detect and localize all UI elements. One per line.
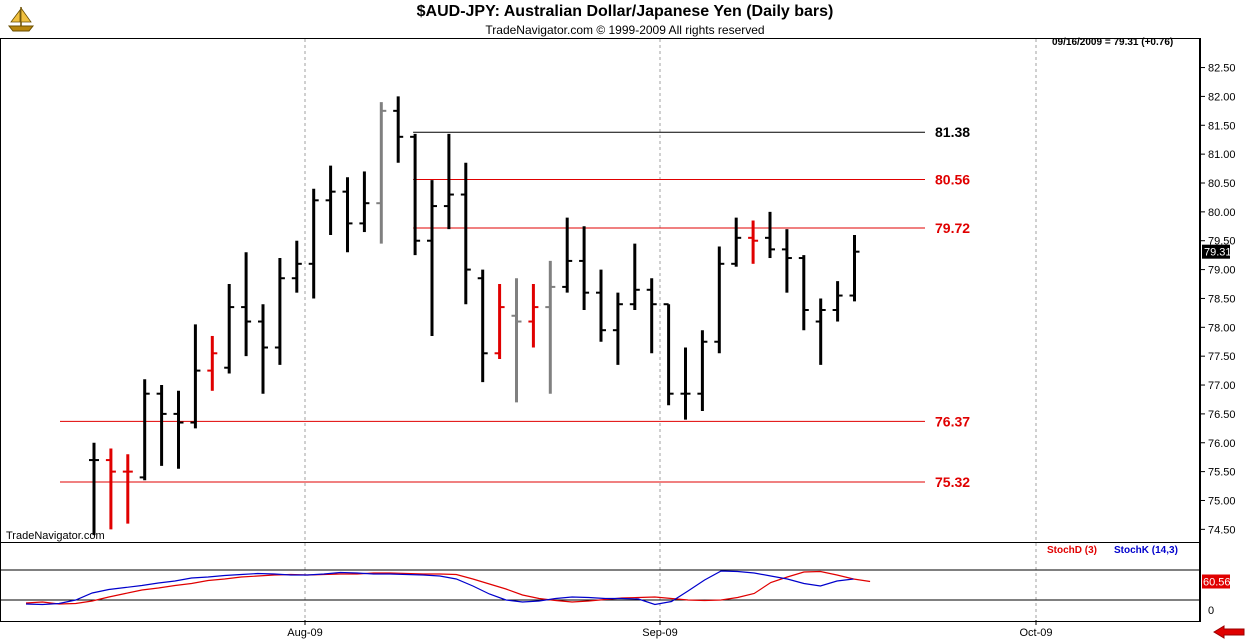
ohlc-bar <box>680 347 691 420</box>
price-tick-label: 77.00 <box>1208 380 1236 392</box>
ohlc-bar <box>139 379 150 481</box>
ohlc-bar <box>748 220 759 264</box>
ohlc-bar <box>427 180 437 336</box>
ohlc-bar <box>410 133 421 256</box>
price-tick-label: 82.00 <box>1208 91 1236 103</box>
date-axis: Aug-09 Sep-09 Oct-09 <box>287 620 1053 639</box>
ohlc-bar <box>207 335 218 391</box>
price-readout: 09/16/2009 = 79.31 (+0.76) <box>1052 37 1174 48</box>
ohlc-bar <box>596 269 606 342</box>
ohlc-bar <box>562 217 573 293</box>
vertical-gridlines <box>304 39 1037 621</box>
date-tick-label: Oct-09 <box>1019 627 1052 639</box>
date-tick-label: Sep-09 <box>642 627 677 639</box>
ohlc-bar <box>342 177 353 253</box>
ohlc-bar <box>815 298 826 365</box>
price-tick-label: 82.50 <box>1208 63 1236 75</box>
stoch-tick-label: 0 <box>1208 605 1214 617</box>
ohlc-bar <box>291 240 302 293</box>
price-tick-label: 81.50 <box>1208 120 1236 132</box>
ohlc-bar <box>325 165 336 235</box>
stoch-series-line <box>25 570 871 605</box>
ohlc-bar <box>89 442 99 536</box>
ohlc-bar <box>494 284 505 360</box>
date-tick-label: Aug-09 <box>287 627 322 639</box>
ohlc-bar <box>545 260 556 394</box>
watermark: TradeNavigator.com <box>6 530 105 542</box>
level-label: 81.38 <box>935 124 970 140</box>
legend-stochk: StochK (14,3) <box>1114 545 1178 556</box>
ohlc-bar <box>646 278 657 354</box>
level-label: 80.56 <box>935 172 970 188</box>
stoch-value-label: 60.56 <box>1203 577 1231 589</box>
price-bars <box>89 96 860 536</box>
ohlc-bar <box>443 133 454 230</box>
price-tick-label: 74.50 <box>1208 524 1236 536</box>
ohlc-bar <box>224 284 235 374</box>
chart-title: $AUD-JPY: Australian Dollar/Japanese Yen… <box>416 3 834 20</box>
ohlc-bar <box>122 454 133 524</box>
price-tick-label: 75.00 <box>1208 495 1236 507</box>
price-tick-label: 81.00 <box>1208 149 1236 161</box>
ohlc-bar <box>241 252 252 357</box>
ohlc-bar <box>612 292 623 365</box>
legend-stochd: StochD (3) <box>1047 545 1097 556</box>
level-label: 75.32 <box>935 474 970 490</box>
ohlc-bar <box>629 243 640 310</box>
price-tick-label: 78.50 <box>1208 293 1236 305</box>
ohlc-bar <box>781 229 792 293</box>
last-price-box <box>1202 244 1230 259</box>
ohlc-bar <box>359 171 370 233</box>
ohlc-bar <box>308 188 319 299</box>
ohlc-bar <box>528 284 539 348</box>
ohlc-bar <box>663 303 674 406</box>
ohlc-bar <box>190 324 201 429</box>
left-arrow-icon[interactable] <box>1212 625 1246 644</box>
ohlc-bar <box>460 162 471 305</box>
ohlc-bar <box>714 246 725 354</box>
ohlc-bar <box>173 390 184 469</box>
price-tick-label: 80.50 <box>1208 178 1236 190</box>
ohlc-bar <box>258 304 268 394</box>
ohlc-bar <box>697 330 708 412</box>
last-price-label: 79.31 <box>1204 247 1232 259</box>
stoch-series-line <box>25 570 854 606</box>
ohlc-bar <box>477 269 488 383</box>
ohlc-bar <box>579 226 590 310</box>
price-tick-label: 80.00 <box>1208 207 1236 219</box>
sailing-ship-logo-icon <box>6 4 36 39</box>
price-tick-label: 79.00 <box>1208 265 1236 277</box>
ohlc-bar <box>393 96 404 163</box>
stochastic-panel <box>0 542 1200 622</box>
ohlc-bar <box>832 281 843 322</box>
price-tick-label: 76.50 <box>1208 409 1236 421</box>
ohlc-bar <box>156 385 167 466</box>
ohlc-bar <box>274 258 285 365</box>
level-label: 76.37 <box>935 413 970 429</box>
stochastic-lines: 060.56 <box>1 569 1231 617</box>
price-tick-label: 77.50 <box>1208 351 1236 363</box>
price-axis-ticks: 74.50 75.00 75.50 76.00 76.50 77.00 77.50 78.00… <box>1200 63 1236 536</box>
ohlc-bar <box>511 278 522 403</box>
price-tick-label: 78.00 <box>1208 322 1236 334</box>
stoch-value-box <box>1202 574 1230 589</box>
price-tick-label: 76.00 <box>1208 438 1236 450</box>
ohlc-bar <box>849 234 860 302</box>
ohlc-bar <box>765 211 775 259</box>
level-lines: 81.38 80.56 79.72 76.37 75.32 <box>60 124 970 490</box>
ohlc-bar <box>798 255 809 331</box>
price-tick-label: 75.50 <box>1208 467 1236 479</box>
level-label: 79.72 <box>935 220 970 236</box>
chart-subtitle: TradeNavigator.com © 1999-2009 All right… <box>485 23 765 37</box>
ohlc-bar <box>376 102 387 244</box>
ohlc-bar <box>105 448 116 530</box>
ohlc-bar <box>731 217 742 267</box>
